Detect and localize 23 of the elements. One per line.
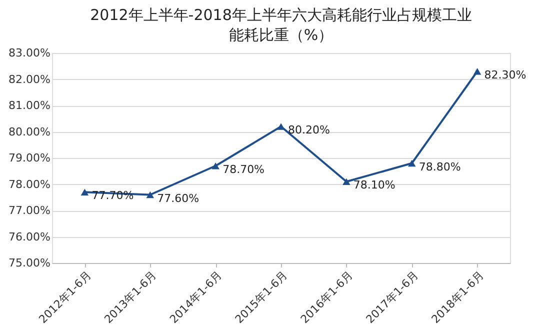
y-tick-label: 81.00% xyxy=(8,99,50,112)
point xyxy=(212,162,220,170)
y-tick-label: 82.00% xyxy=(8,72,50,86)
y-tick-label: 79.00% xyxy=(8,152,50,164)
point xyxy=(342,178,350,185)
point xyxy=(146,191,154,198)
chart-title: 2012年上半年-2018年上半年六大高耗能行业占规模工业能耗比重（%） xyxy=(90,6,472,44)
data-label: 82.30% xyxy=(484,68,526,82)
point xyxy=(408,160,416,167)
data-label: 80.20% xyxy=(288,124,330,136)
point xyxy=(473,68,482,75)
data-label: 78.70% xyxy=(222,162,265,176)
point xyxy=(80,188,89,196)
y-tick-label: 83.00% xyxy=(8,46,50,60)
y-tick-label: 80.00% xyxy=(8,125,50,138)
y-tick-label: 77.00% xyxy=(8,204,50,217)
point xyxy=(277,123,285,130)
y-tick-label: 78.00% xyxy=(8,178,50,191)
data-label: 78.10% xyxy=(353,178,396,192)
y-tick-label: 75.00% xyxy=(8,256,50,270)
data-label: 78.80% xyxy=(418,160,461,174)
data-label: 77.60% xyxy=(157,192,200,205)
y-tick-label: 76.00% xyxy=(8,230,50,244)
